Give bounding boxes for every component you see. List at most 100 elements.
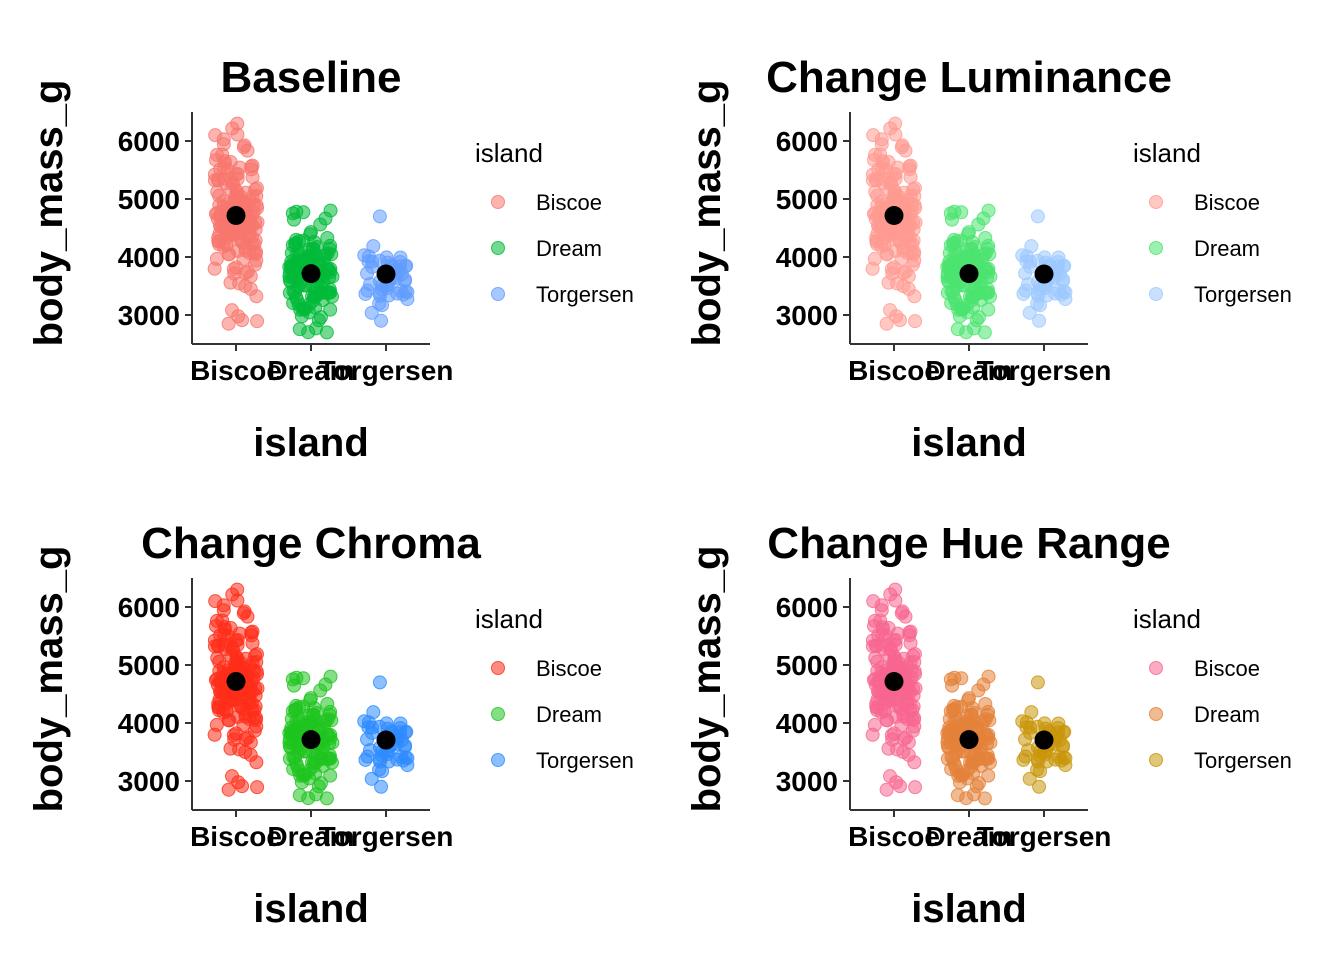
legend-key: [1149, 707, 1163, 721]
data-point: [245, 624, 260, 639]
x-tick-label: Torgersen: [977, 355, 1112, 386]
legend-label: Biscoe: [536, 190, 602, 215]
data-point: [898, 730, 913, 745]
data-point: [232, 276, 247, 291]
data-point: [867, 251, 882, 266]
legend-title: island: [475, 138, 543, 168]
data-point: [366, 705, 381, 720]
data-point: [1051, 254, 1066, 269]
legend-title: island: [1133, 138, 1201, 168]
data-point: [883, 769, 898, 784]
x-tick-label: Biscoe: [848, 355, 940, 386]
data-point: [890, 276, 905, 291]
data-point: [884, 262, 899, 277]
data-point: [313, 217, 328, 232]
y-tick-label: 5000: [776, 650, 838, 681]
data-point: [323, 264, 338, 279]
data-point: [288, 750, 303, 765]
legend-key: [1149, 287, 1163, 301]
data-point: [964, 241, 979, 256]
mean-marker-biscoe: [884, 671, 904, 691]
panel-1: Baseline3000400050006000BiscoeDreamTorge…: [27, 53, 634, 465]
data-point: [372, 762, 387, 777]
data-point: [976, 714, 991, 729]
data-point: [870, 703, 885, 718]
x-tick-label: Biscoe: [190, 355, 282, 386]
data-point: [890, 160, 905, 175]
data-point: [946, 750, 961, 765]
legend-label: Biscoe: [1194, 190, 1260, 215]
y-tick-label: 5000: [118, 184, 180, 215]
legend-key: [1149, 661, 1163, 675]
data-point: [946, 284, 961, 299]
data-point: [964, 293, 979, 308]
data-point: [301, 791, 316, 806]
data-point: [289, 232, 304, 247]
data-point: [291, 763, 306, 778]
data-point: [947, 247, 962, 262]
x-axis-title: island: [253, 421, 369, 465]
chart-title: Change Luminance: [766, 53, 1172, 102]
data-point: [225, 769, 240, 784]
data-point: [372, 675, 387, 690]
data-point: [964, 707, 979, 722]
data-point: [303, 225, 318, 240]
data-point: [209, 251, 224, 266]
chart-title: Change Hue Range: [767, 519, 1170, 568]
data-point: [954, 205, 969, 220]
data-point: [225, 121, 240, 136]
data-point: [318, 248, 333, 263]
data-point: [232, 742, 247, 757]
y-tick-label: 6000: [118, 592, 180, 623]
mean-marker-torgersen: [1034, 264, 1054, 284]
x-tick-label: Dream: [925, 821, 1012, 852]
data-point: [949, 763, 964, 778]
data-point: [216, 137, 231, 152]
legend-label: Torgersen: [1194, 282, 1292, 307]
data-point: [1024, 705, 1039, 720]
data-point: [898, 264, 913, 279]
data-point: [870, 237, 885, 252]
data-point: [981, 730, 996, 745]
y-tick-label: 6000: [776, 126, 838, 157]
data-point: [906, 713, 921, 728]
data-point: [906, 681, 921, 696]
data-point: [232, 160, 247, 175]
y-tick-label: 4000: [118, 708, 180, 739]
data-point: [237, 604, 252, 619]
data-point: [248, 233, 263, 248]
data-point: [1052, 267, 1067, 282]
data-point: [288, 284, 303, 299]
data-point: [221, 782, 236, 797]
data-point: [879, 782, 894, 797]
data-point: [896, 706, 911, 721]
data-point: [212, 237, 227, 252]
data-point: [248, 247, 263, 262]
data-point: [1032, 313, 1047, 328]
data-point: [374, 313, 389, 328]
data-point: [981, 768, 996, 783]
x-tick-label: Dream: [267, 355, 354, 386]
data-point: [318, 714, 333, 729]
data-point: [209, 153, 224, 168]
data-point: [1051, 720, 1066, 735]
data-point: [1030, 675, 1045, 690]
x-tick-label: Dream: [925, 355, 1012, 386]
y-axis-title: body_mass_g: [27, 546, 71, 813]
data-point: [947, 713, 962, 728]
legend-label: Dream: [1194, 702, 1260, 727]
data-point: [1022, 771, 1037, 786]
y-tick-label: 6000: [118, 126, 180, 157]
legend-label: Torgersen: [536, 282, 634, 307]
legend-key: [491, 753, 505, 767]
data-point: [903, 158, 918, 173]
data-point: [225, 587, 240, 602]
data-point: [394, 267, 409, 282]
data-point: [248, 699, 263, 714]
data-point: [225, 303, 240, 318]
y-tick-label: 3000: [118, 300, 180, 331]
y-axis-title: body_mass_g: [685, 80, 729, 347]
data-point: [959, 791, 974, 806]
data-point: [893, 313, 908, 328]
data-point: [1032, 779, 1047, 794]
